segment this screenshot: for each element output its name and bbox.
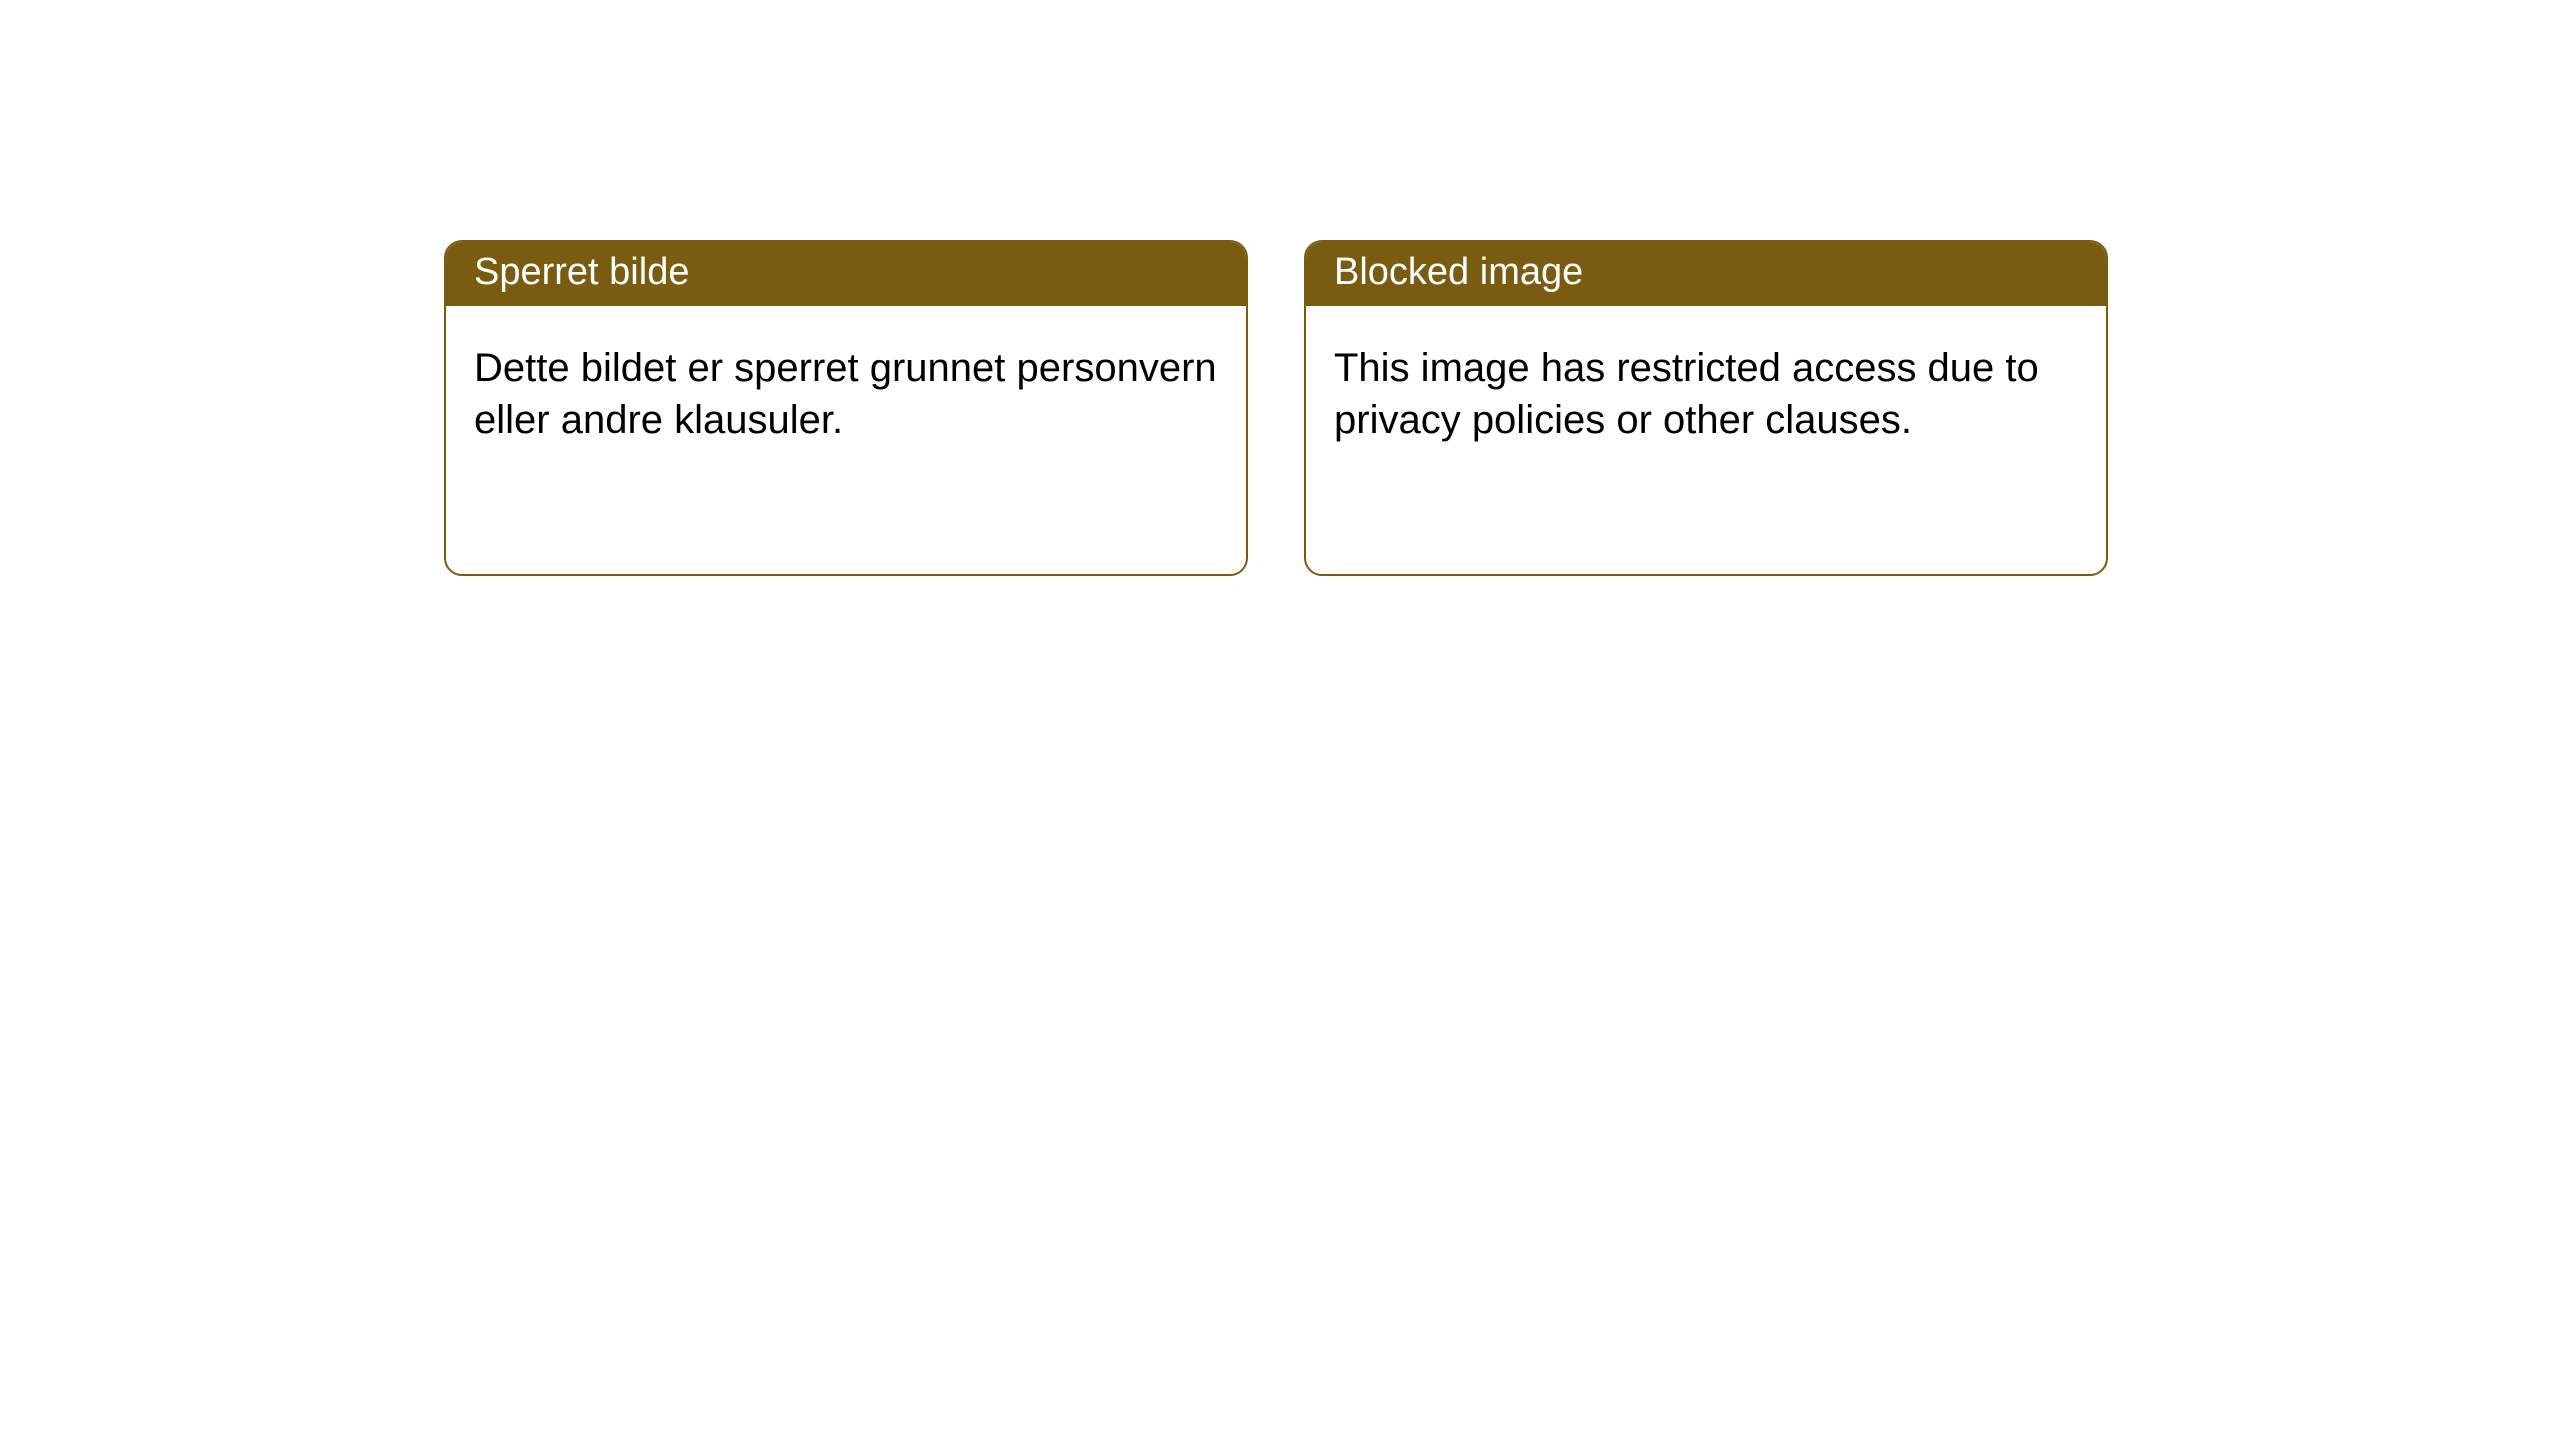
notice-body: This image has restricted access due to … [1306, 306, 2106, 474]
notice-header: Sperret bilde [446, 242, 1246, 306]
notice-header: Blocked image [1306, 242, 2106, 306]
notice-card-norwegian: Sperret bilde Dette bildet er sperret gr… [444, 240, 1248, 576]
notice-body: Dette bildet er sperret grunnet personve… [446, 306, 1246, 474]
notice-card-english: Blocked image This image has restricted … [1304, 240, 2108, 576]
notice-container: Sperret bilde Dette bildet er sperret gr… [0, 0, 2560, 576]
